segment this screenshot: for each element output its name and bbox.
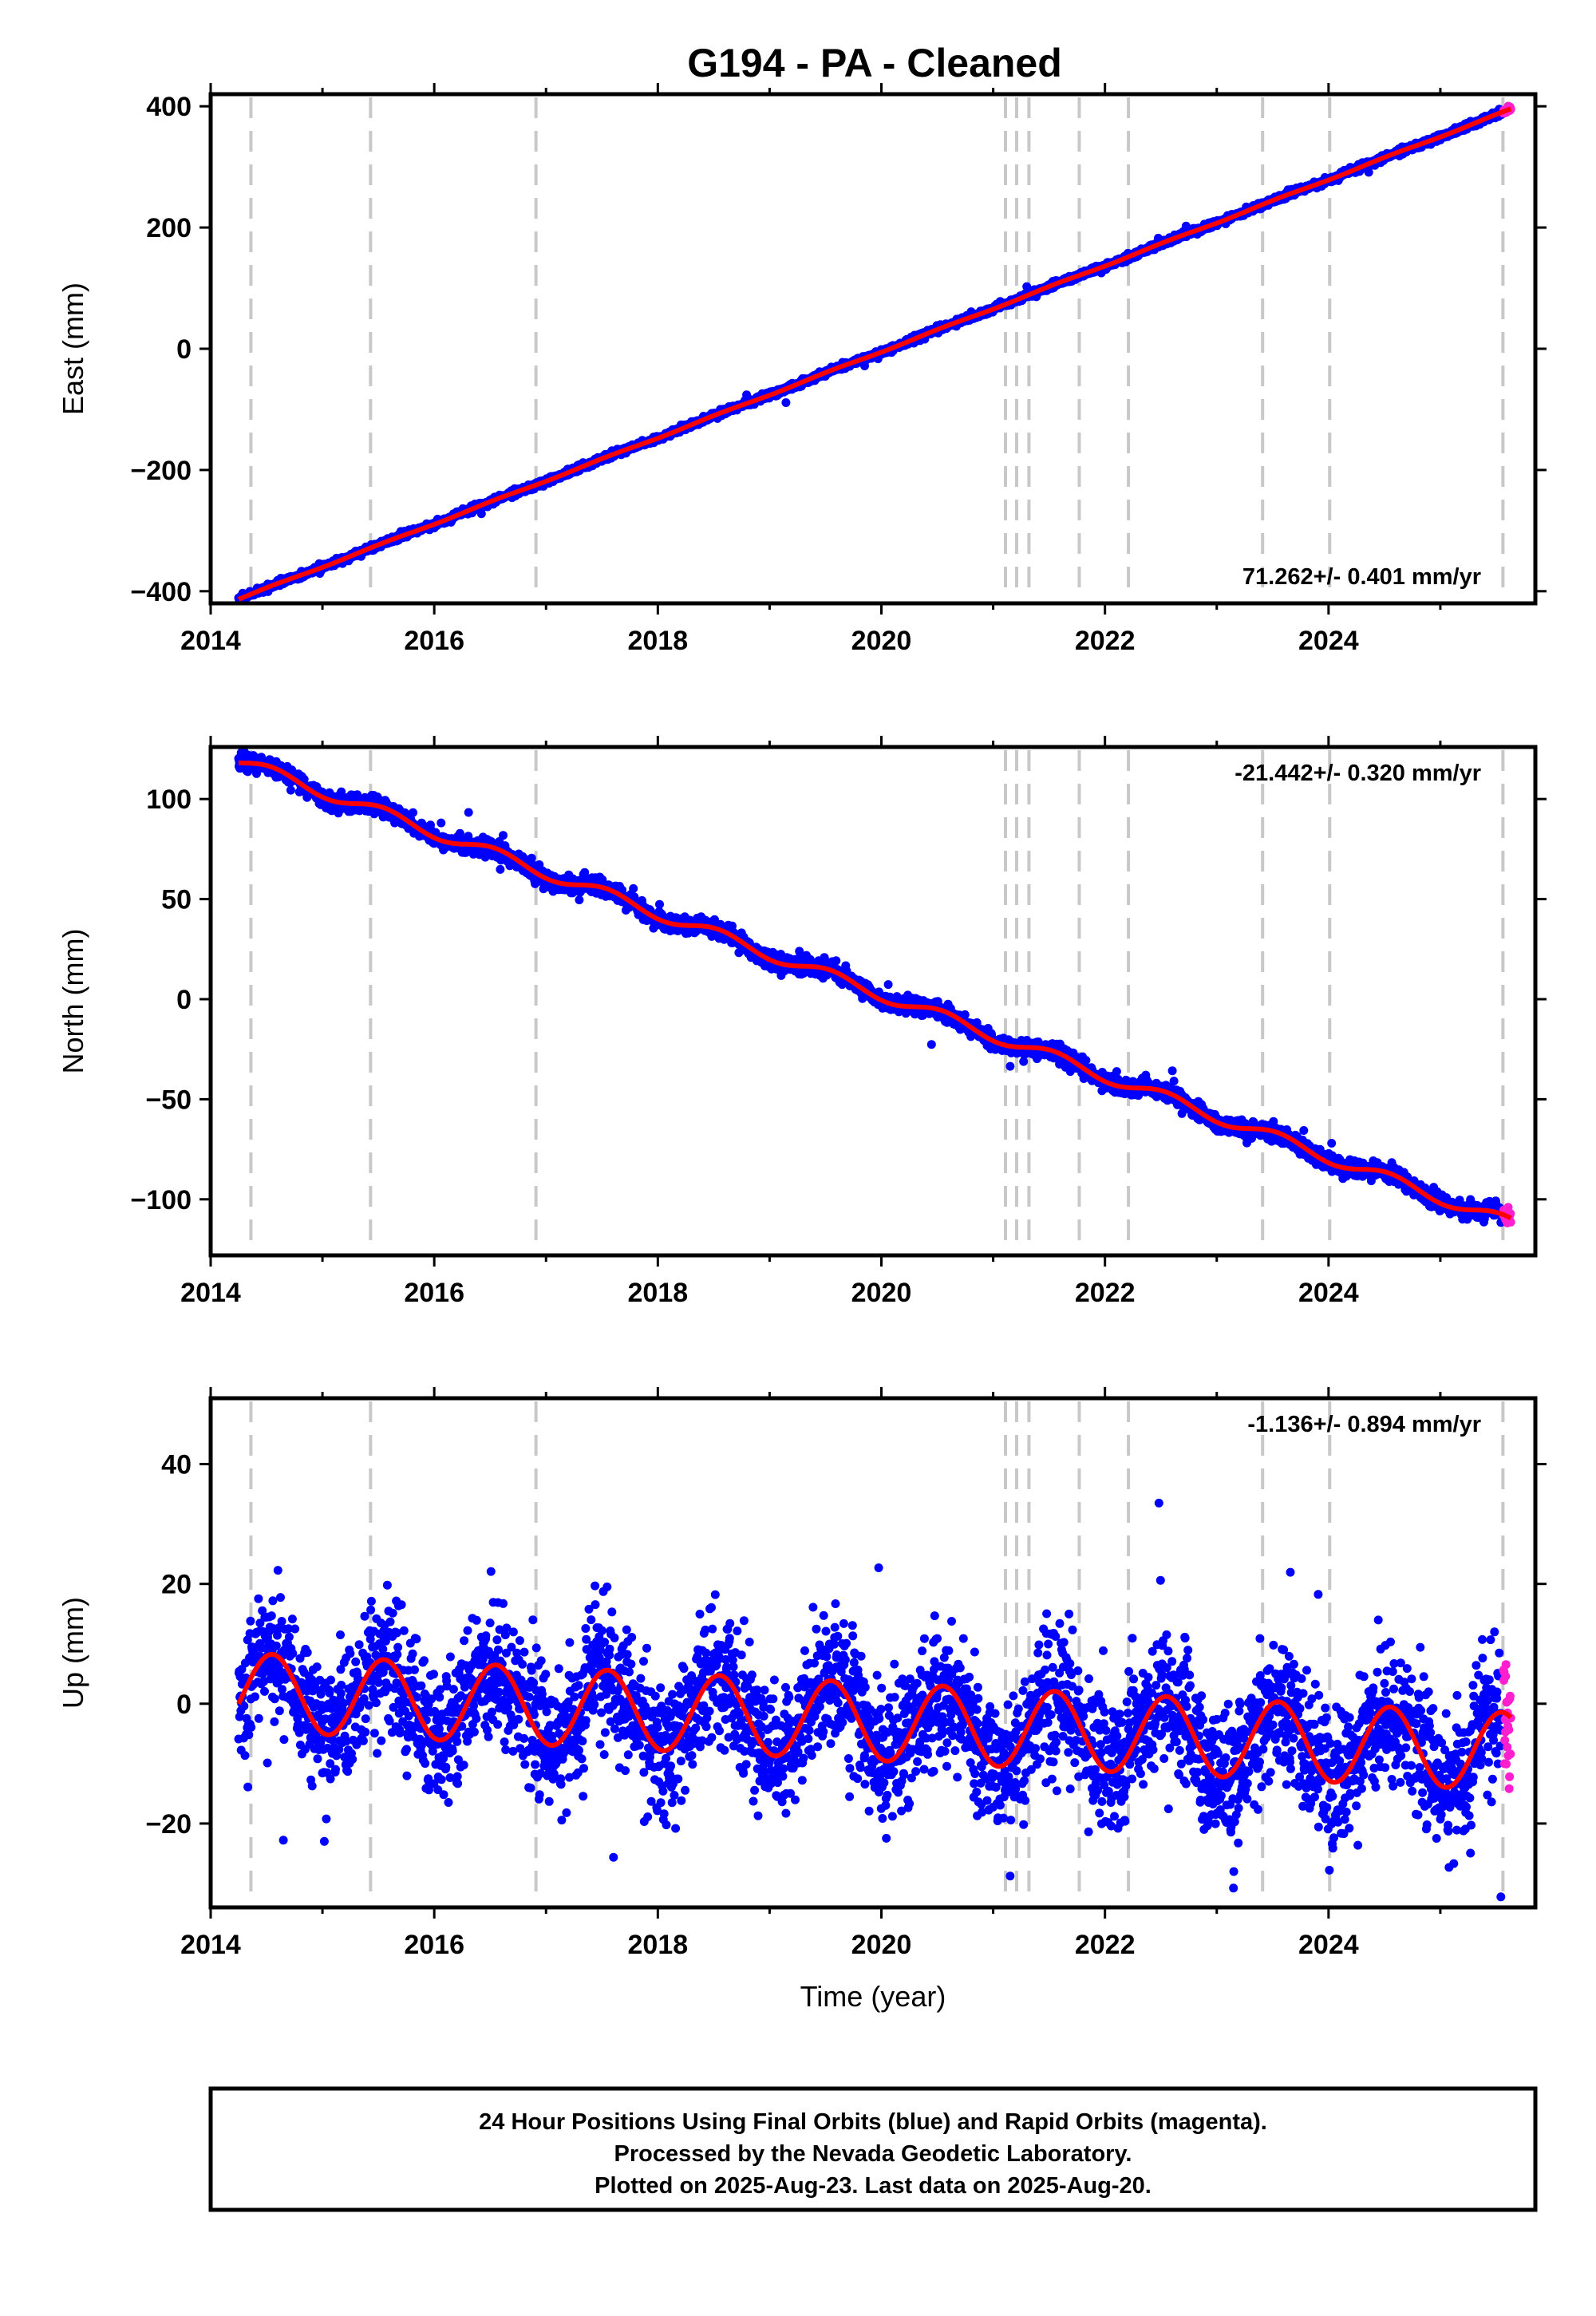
y-tick-label: 400 [146,92,192,122]
x-tick-label: 2016 [404,626,464,656]
final-orbit-point [499,831,508,840]
east-panel: 2014 2016 2018 2020 2022 2024 400 200 0 −200 −400 E… [57,83,1547,656]
final-orbit-point [496,864,505,874]
x-tick-label: 2014 [180,626,241,656]
x-tick-label: 2024 [1298,626,1359,656]
final-orbit-point [575,895,584,905]
figure-title: G194 - PA - Cleaned [687,41,1062,85]
final-orbit-point [781,398,791,407]
final-orbit-point [409,808,417,817]
final-orbit-point [286,785,295,795]
final-orbit-point [464,808,473,817]
x-tick-label: 2022 [1075,626,1136,656]
x-tick-label: 2018 [628,626,689,656]
final-orbit-point [437,818,446,828]
final-orbit-point [629,883,638,893]
y-tick-label: −200 [130,456,192,486]
x-tick-label: 2020 [851,626,912,656]
y-tick-label: −400 [130,577,192,607]
final-orbit-point [655,899,664,909]
y-tick-label: 0 [176,334,192,365]
y-axis-label: East (mm) [57,283,89,415]
velocity-label: 71.262+/- 0.401 mm/yr [1242,564,1481,590]
y-tick-label: 200 [146,213,192,243]
